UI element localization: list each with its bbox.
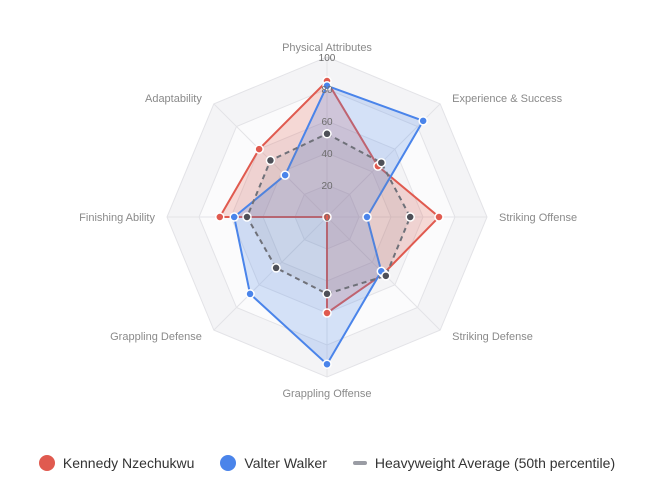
axis-label: Striking Offense	[499, 212, 577, 224]
axis-label: Finishing Ability	[79, 212, 155, 224]
series-point-2	[376, 157, 387, 168]
legend-item-average[interactable]: Heavyweight Average (50th percentile)	[352, 455, 616, 471]
series-point-1	[229, 212, 239, 222]
series-point-2	[265, 155, 276, 166]
series-point-1	[245, 289, 255, 299]
legend-label: Valter Walker	[244, 455, 327, 471]
tick-label: 100	[319, 53, 336, 64]
tick-label: 60	[321, 117, 333, 128]
series-point-2	[242, 212, 252, 222]
series-point-1	[322, 359, 332, 369]
series-point-1	[418, 116, 428, 126]
radial-ticks: 0 20 40 60 80 100	[319, 53, 336, 224]
radar-series	[215, 76, 444, 369]
series-point-2	[405, 212, 415, 222]
axis-label: Experience & Success	[452, 93, 563, 105]
tick-label: 80	[321, 85, 333, 96]
series-point-1	[362, 212, 372, 222]
legend-item-valter[interactable]: Valter Walker	[220, 455, 327, 471]
grid-spoke	[213, 216, 328, 331]
series-point-2	[381, 271, 391, 281]
axis-labels: Physical Attributes Experience & Success S…	[79, 42, 577, 400]
series-point-0	[322, 212, 332, 222]
series-point-1	[322, 81, 332, 91]
series-point-0	[322, 308, 332, 318]
legend: Kennedy Nzechukwu Valter Walker Heavywei…	[0, 455, 654, 471]
axis-label: Physical Attributes	[282, 42, 372, 54]
legend-label: Kennedy Nzechukwu	[62, 455, 195, 471]
axis-label: Striking Defense	[452, 331, 533, 343]
series-point-2	[322, 289, 332, 299]
series-point-0	[434, 212, 444, 222]
legend-label: Heavyweight Average (50th percentile)	[374, 455, 616, 471]
legend-swatch	[220, 455, 237, 471]
axis-label: Grappling Offense	[282, 388, 371, 400]
series-point-0	[215, 212, 225, 222]
tick-label: 0	[324, 213, 330, 224]
series-point-2	[322, 129, 332, 139]
tick-label: 20	[321, 181, 333, 192]
tick-label: 40	[321, 149, 333, 160]
series-point-1	[280, 170, 290, 180]
series-point-2	[271, 263, 281, 273]
legend-swatch	[352, 461, 367, 465]
legend-item-kennedy[interactable]: Kennedy Nzechukwu	[38, 455, 195, 471]
series-point-0	[254, 144, 264, 154]
axis-label: Grappling Defense	[110, 331, 202, 343]
legend-swatch	[38, 455, 55, 471]
axis-label: Adaptability	[145, 93, 202, 105]
